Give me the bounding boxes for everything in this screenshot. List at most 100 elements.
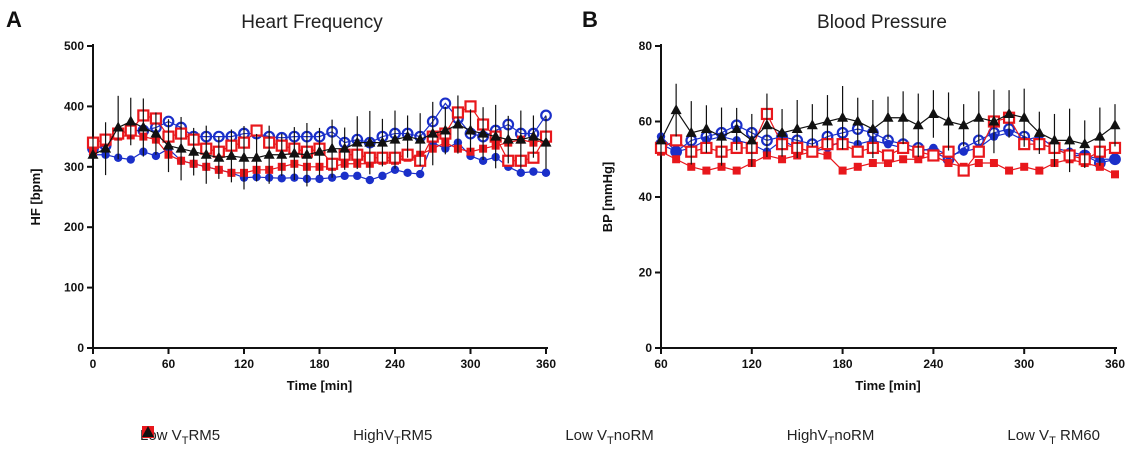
panel-a-point-lowRM5 bbox=[541, 168, 551, 178]
panel-a-point-lowRM60 bbox=[163, 139, 174, 150]
panel-a-point-lowRM5 bbox=[126, 155, 135, 164]
panel-b-point-lowRM60 bbox=[958, 119, 970, 130]
panel-a-point-lowRM60 bbox=[238, 151, 250, 162]
panel-b-point-lowNoRM bbox=[838, 166, 847, 175]
panel-a-point-lowRM60 bbox=[515, 133, 527, 144]
panel-b-point-lowNoRM bbox=[717, 162, 726, 171]
panel-a-point-lowRM5 bbox=[390, 165, 400, 175]
panel-b-point-lowRM60 bbox=[852, 115, 864, 126]
panel-a-point-lowRM60 bbox=[414, 133, 426, 144]
panel-b-point-lowNoRM bbox=[884, 159, 892, 168]
panel-b-point-lowRM60 bbox=[897, 111, 909, 122]
panel-b-point-highNoRM bbox=[897, 141, 910, 155]
panel-b-point-lowRM60 bbox=[1094, 130, 1106, 141]
panel-b-series-lowNoRM bbox=[657, 147, 1119, 179]
legend: Low VTRM5 HighVTRM5 Low VTnoRM HighVTnoR… bbox=[140, 424, 1100, 450]
panel-a-point-lowRM60 bbox=[112, 121, 124, 132]
chart-canvas: A Heart Frequency B Blood Pressure 0 100 2… bbox=[6, 7, 1125, 393]
panel-b-y-tick-label: 20 bbox=[639, 266, 653, 280]
panel-a-point-lowRM60 bbox=[188, 145, 200, 156]
panel-b-point-lowNoRM bbox=[823, 151, 832, 160]
panel-a-point-lowRM5 bbox=[353, 171, 362, 181]
panel-a-point-lowRM60 bbox=[251, 151, 263, 162]
panel-a-point-lowRM60 bbox=[326, 142, 338, 153]
legend-item-low-vt-norm: Low VTnoRM bbox=[144, 427, 654, 447]
panel-a-point-lowRM60 bbox=[263, 148, 275, 159]
panel-b-point-lowNoRM bbox=[672, 155, 681, 164]
panel-a-point-lowRM60 bbox=[213, 151, 225, 162]
panel-a-point-lowRM60 bbox=[200, 148, 212, 159]
panel-a-point-lowRM60 bbox=[389, 133, 401, 144]
panel-b-point-lowRM60 bbox=[912, 119, 924, 130]
panel-a-point-lowRM60 bbox=[527, 130, 539, 141]
panel-b-point-lowRM60 bbox=[821, 115, 833, 126]
panel-b-point-highNoRM bbox=[670, 134, 683, 147]
panel-b-y-axis-label: BP [mmHg] bbox=[600, 162, 615, 233]
panel-b-point-highNoRM bbox=[881, 149, 895, 162]
panel-a-point-lowRM5 bbox=[529, 167, 538, 176]
panel-a-point-lowRM60 bbox=[137, 121, 149, 132]
panel-b-point-lowRM60 bbox=[655, 134, 667, 145]
panel-b-point-lowRM60 bbox=[806, 119, 818, 130]
panel-a-y-tick-label: 0 bbox=[77, 341, 84, 355]
panel-a-point-lowRM60 bbox=[288, 147, 300, 158]
panel-a-x-tick-label: 360 bbox=[536, 357, 556, 371]
panel-b-point-lowRM60 bbox=[700, 123, 712, 134]
panel-a-y-tick-label: 300 bbox=[64, 160, 84, 174]
panel-a-point-lowRM5 bbox=[415, 169, 425, 179]
panel-a-y-tick-label: 100 bbox=[64, 281, 84, 295]
panel-a-point-lowRM5 bbox=[340, 171, 349, 181]
panel-b-x-tick-label: 240 bbox=[923, 357, 943, 371]
panel-b-point-highNoRM bbox=[806, 145, 819, 158]
panel-b-point-lowNoRM bbox=[702, 166, 711, 175]
panel-b-point-lowNoRM bbox=[1035, 166, 1044, 175]
panel-a-x-tick-label: 0 bbox=[90, 357, 97, 371]
panel-b-title: Blood Pressure bbox=[817, 12, 947, 33]
panel-b-x-tick-label: 180 bbox=[833, 357, 853, 371]
panel-b-point-lowNoRM bbox=[1020, 162, 1029, 171]
panel-a-point-lowRM60 bbox=[452, 118, 464, 129]
panel-a-point-lowRM60 bbox=[376, 136, 388, 147]
panel-b-letter: B bbox=[582, 7, 598, 32]
panel-b-point-highNoRM bbox=[972, 145, 985, 158]
panel-a-point-lowRM60 bbox=[87, 148, 99, 159]
panel-a-x-tick-label: 240 bbox=[385, 357, 405, 371]
panel-a-point-lowRM60 bbox=[100, 142, 112, 153]
panel-b-point-lowNoRM bbox=[974, 159, 983, 168]
panel-a-y-tick-label: 500 bbox=[64, 39, 84, 53]
panel-a-point-lowRM5 bbox=[277, 174, 286, 183]
panel-a-point-lowRM60 bbox=[175, 142, 187, 153]
panel-b-series-lowRM60 bbox=[655, 83, 1121, 173]
panel-b-point-lowRM60 bbox=[927, 107, 939, 118]
legend-label-high-vt-rm5: HighVTRM5 bbox=[353, 427, 433, 447]
panel-a-point-lowRM60 bbox=[477, 127, 489, 138]
panel-b-point-lowRM60 bbox=[988, 115, 1000, 126]
panel-a-point-lowRM60 bbox=[351, 136, 363, 147]
panel-b-point-lowNoRM bbox=[687, 162, 696, 171]
panel-b-point-lowNoRM bbox=[914, 155, 923, 164]
panel-b-point-lowRM60 bbox=[837, 111, 849, 122]
panel-b-point-lowRM60 bbox=[943, 115, 955, 126]
panel-b-y-tick-label: 0 bbox=[645, 341, 652, 355]
panel-b-y-tick-label: 40 bbox=[639, 190, 653, 204]
panel-b-point-lowNoRM bbox=[1005, 166, 1014, 175]
panel-a-point-lowRM60 bbox=[427, 127, 439, 138]
panel-a-point-lowRM60 bbox=[301, 148, 313, 159]
panel-a-x-tick-label: 60 bbox=[162, 357, 176, 371]
panel-a-point-lowRM60 bbox=[314, 145, 325, 156]
panel-b-point-lowRM60 bbox=[1048, 134, 1060, 145]
panel-a-plot: 0 100 200 300 400 500 0 60 120 180 240 300 360 Time [… bbox=[28, 39, 556, 393]
panel-b-x-tick-label: 300 bbox=[1014, 357, 1034, 371]
panel-b-point-lowNoRM bbox=[778, 155, 787, 164]
panel-a-title: Heart Frequency bbox=[241, 12, 383, 33]
panel-b-point-lowRM60 bbox=[867, 123, 879, 134]
panel-b-point-highNoRM bbox=[957, 164, 970, 177]
legend-item-high-vt-norm: HighVTnoRM bbox=[142, 426, 874, 447]
panel-a-y-tick-label: 200 bbox=[64, 220, 84, 234]
panel-a-y-tick-label: 400 bbox=[64, 99, 84, 113]
legend-label-low-vt-rm60: Low VT RM60 bbox=[1007, 427, 1100, 447]
panel-a-x-tick-label: 120 bbox=[234, 357, 254, 371]
panel-b-x-tick-label: 60 bbox=[654, 357, 668, 371]
panel-b-plot: 0 20 40 60 80 60 120 180 240 300 360 Time [min] BP [… bbox=[600, 39, 1125, 393]
panel-b-point-lowNoRM bbox=[989, 159, 998, 168]
